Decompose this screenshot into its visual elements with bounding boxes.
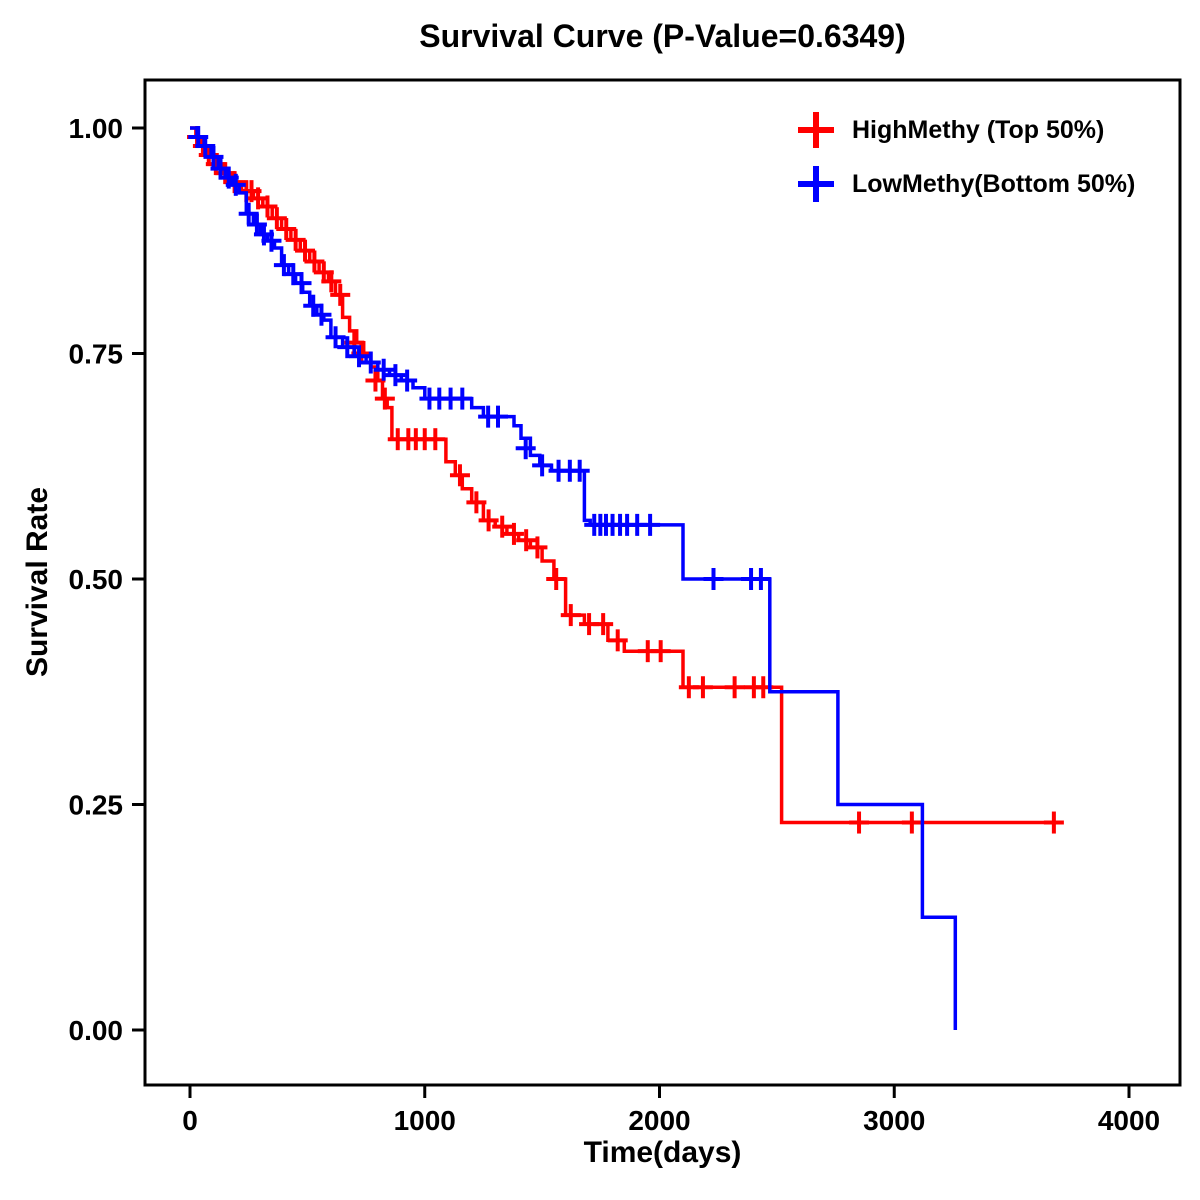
x-axis-title: Time(days) — [583, 1136, 742, 1169]
y-tick-label: 0.50 — [69, 564, 124, 595]
y-tick-label: 0.25 — [69, 790, 124, 821]
x-tick-label: 2000 — [628, 1105, 690, 1136]
x-tick-label: 0 — [182, 1105, 198, 1136]
y-tick-label: 0.75 — [69, 339, 124, 370]
highmethy-plus-marker-icon — [798, 112, 834, 148]
survival-curve-0 — [190, 126, 1059, 825]
legend-entry-lowmethy: LowMethy(Bottom 50%) — [798, 166, 1135, 202]
plot-border — [143, 78, 1182, 1087]
x-tick-label: 4000 — [1098, 1105, 1160, 1136]
legend-label-lowmethy: LowMethy(Bottom 50%) — [852, 169, 1136, 198]
lowmethy-plus-marker-icon — [798, 166, 834, 202]
censor-marks-0 — [187, 126, 1064, 834]
legend-entry-highmethy: HighMethy (Top 50%) — [798, 112, 1135, 148]
censor-marks-1 — [188, 126, 771, 590]
x-tick-label: 1000 — [394, 1105, 456, 1136]
legend-label-highmethy: HighMethy (Top 50%) — [852, 115, 1105, 144]
x-tick-label: 3000 — [863, 1105, 925, 1136]
chart-title: Survival Curve (P-Value=0.6349) — [419, 18, 906, 54]
y-tick-label: 1.00 — [69, 113, 124, 144]
chart-legend: HighMethy (Top 50%) LowMethy(Bottom 50%) — [798, 112, 1135, 202]
y-tick-label: 0.00 — [69, 1015, 124, 1046]
